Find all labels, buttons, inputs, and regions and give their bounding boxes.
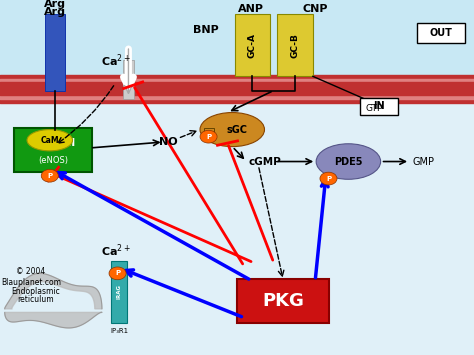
Text: cGMP: cGMP xyxy=(249,157,282,166)
Circle shape xyxy=(41,169,58,182)
Text: P: P xyxy=(115,271,120,276)
Text: Ca$^{2+}$: Ca$^{2+}$ xyxy=(101,242,131,258)
Text: GC-B: GC-B xyxy=(291,33,300,58)
Text: sGC: sGC xyxy=(227,125,247,135)
Text: BNP: BNP xyxy=(193,25,219,35)
Text: GMP: GMP xyxy=(412,157,434,166)
FancyBboxPatch shape xyxy=(14,128,92,172)
Bar xyxy=(277,14,313,76)
Text: Arg: Arg xyxy=(44,0,66,9)
Text: ANP: ANP xyxy=(238,4,264,14)
Text: PKG: PKG xyxy=(262,292,304,310)
Text: NO: NO xyxy=(159,137,178,147)
Text: IP₃R1: IP₃R1 xyxy=(110,328,128,334)
Text: CNP: CNP xyxy=(302,4,328,14)
Ellipse shape xyxy=(200,113,264,147)
FancyBboxPatch shape xyxy=(237,279,329,323)
Text: P: P xyxy=(326,176,331,181)
Text: OUT: OUT xyxy=(429,28,452,38)
Text: GTP: GTP xyxy=(366,104,383,113)
Circle shape xyxy=(109,267,126,280)
Polygon shape xyxy=(5,273,102,309)
Ellipse shape xyxy=(27,130,73,151)
Bar xyxy=(111,261,127,323)
Circle shape xyxy=(200,130,217,143)
Text: IRAG: IRAG xyxy=(117,284,122,300)
Text: Endoplasmic: Endoplasmic xyxy=(11,286,60,296)
Bar xyxy=(204,128,214,136)
Polygon shape xyxy=(5,312,102,328)
Text: (eNOS): (eNOS) xyxy=(38,156,68,165)
Bar xyxy=(123,60,134,99)
Text: NOS-III: NOS-III xyxy=(32,138,75,148)
Text: GC-A: GC-A xyxy=(248,33,257,58)
Text: © 2004: © 2004 xyxy=(16,267,46,276)
Bar xyxy=(417,23,465,43)
Bar xyxy=(360,98,398,115)
Ellipse shape xyxy=(316,144,381,179)
Text: IN: IN xyxy=(374,102,385,111)
Text: Ca$^{2+}$: Ca$^{2+}$ xyxy=(101,52,131,69)
Text: reticulum: reticulum xyxy=(17,295,54,305)
Bar xyxy=(45,14,65,91)
Bar xyxy=(235,14,270,76)
Text: Arg: Arg xyxy=(44,7,65,17)
Text: P: P xyxy=(206,134,211,140)
Text: Blauplanet.com: Blauplanet.com xyxy=(1,278,61,287)
Text: PDE5: PDE5 xyxy=(334,157,363,166)
Text: CaM: CaM xyxy=(40,136,59,145)
Text: P: P xyxy=(47,173,52,179)
Circle shape xyxy=(320,172,337,185)
